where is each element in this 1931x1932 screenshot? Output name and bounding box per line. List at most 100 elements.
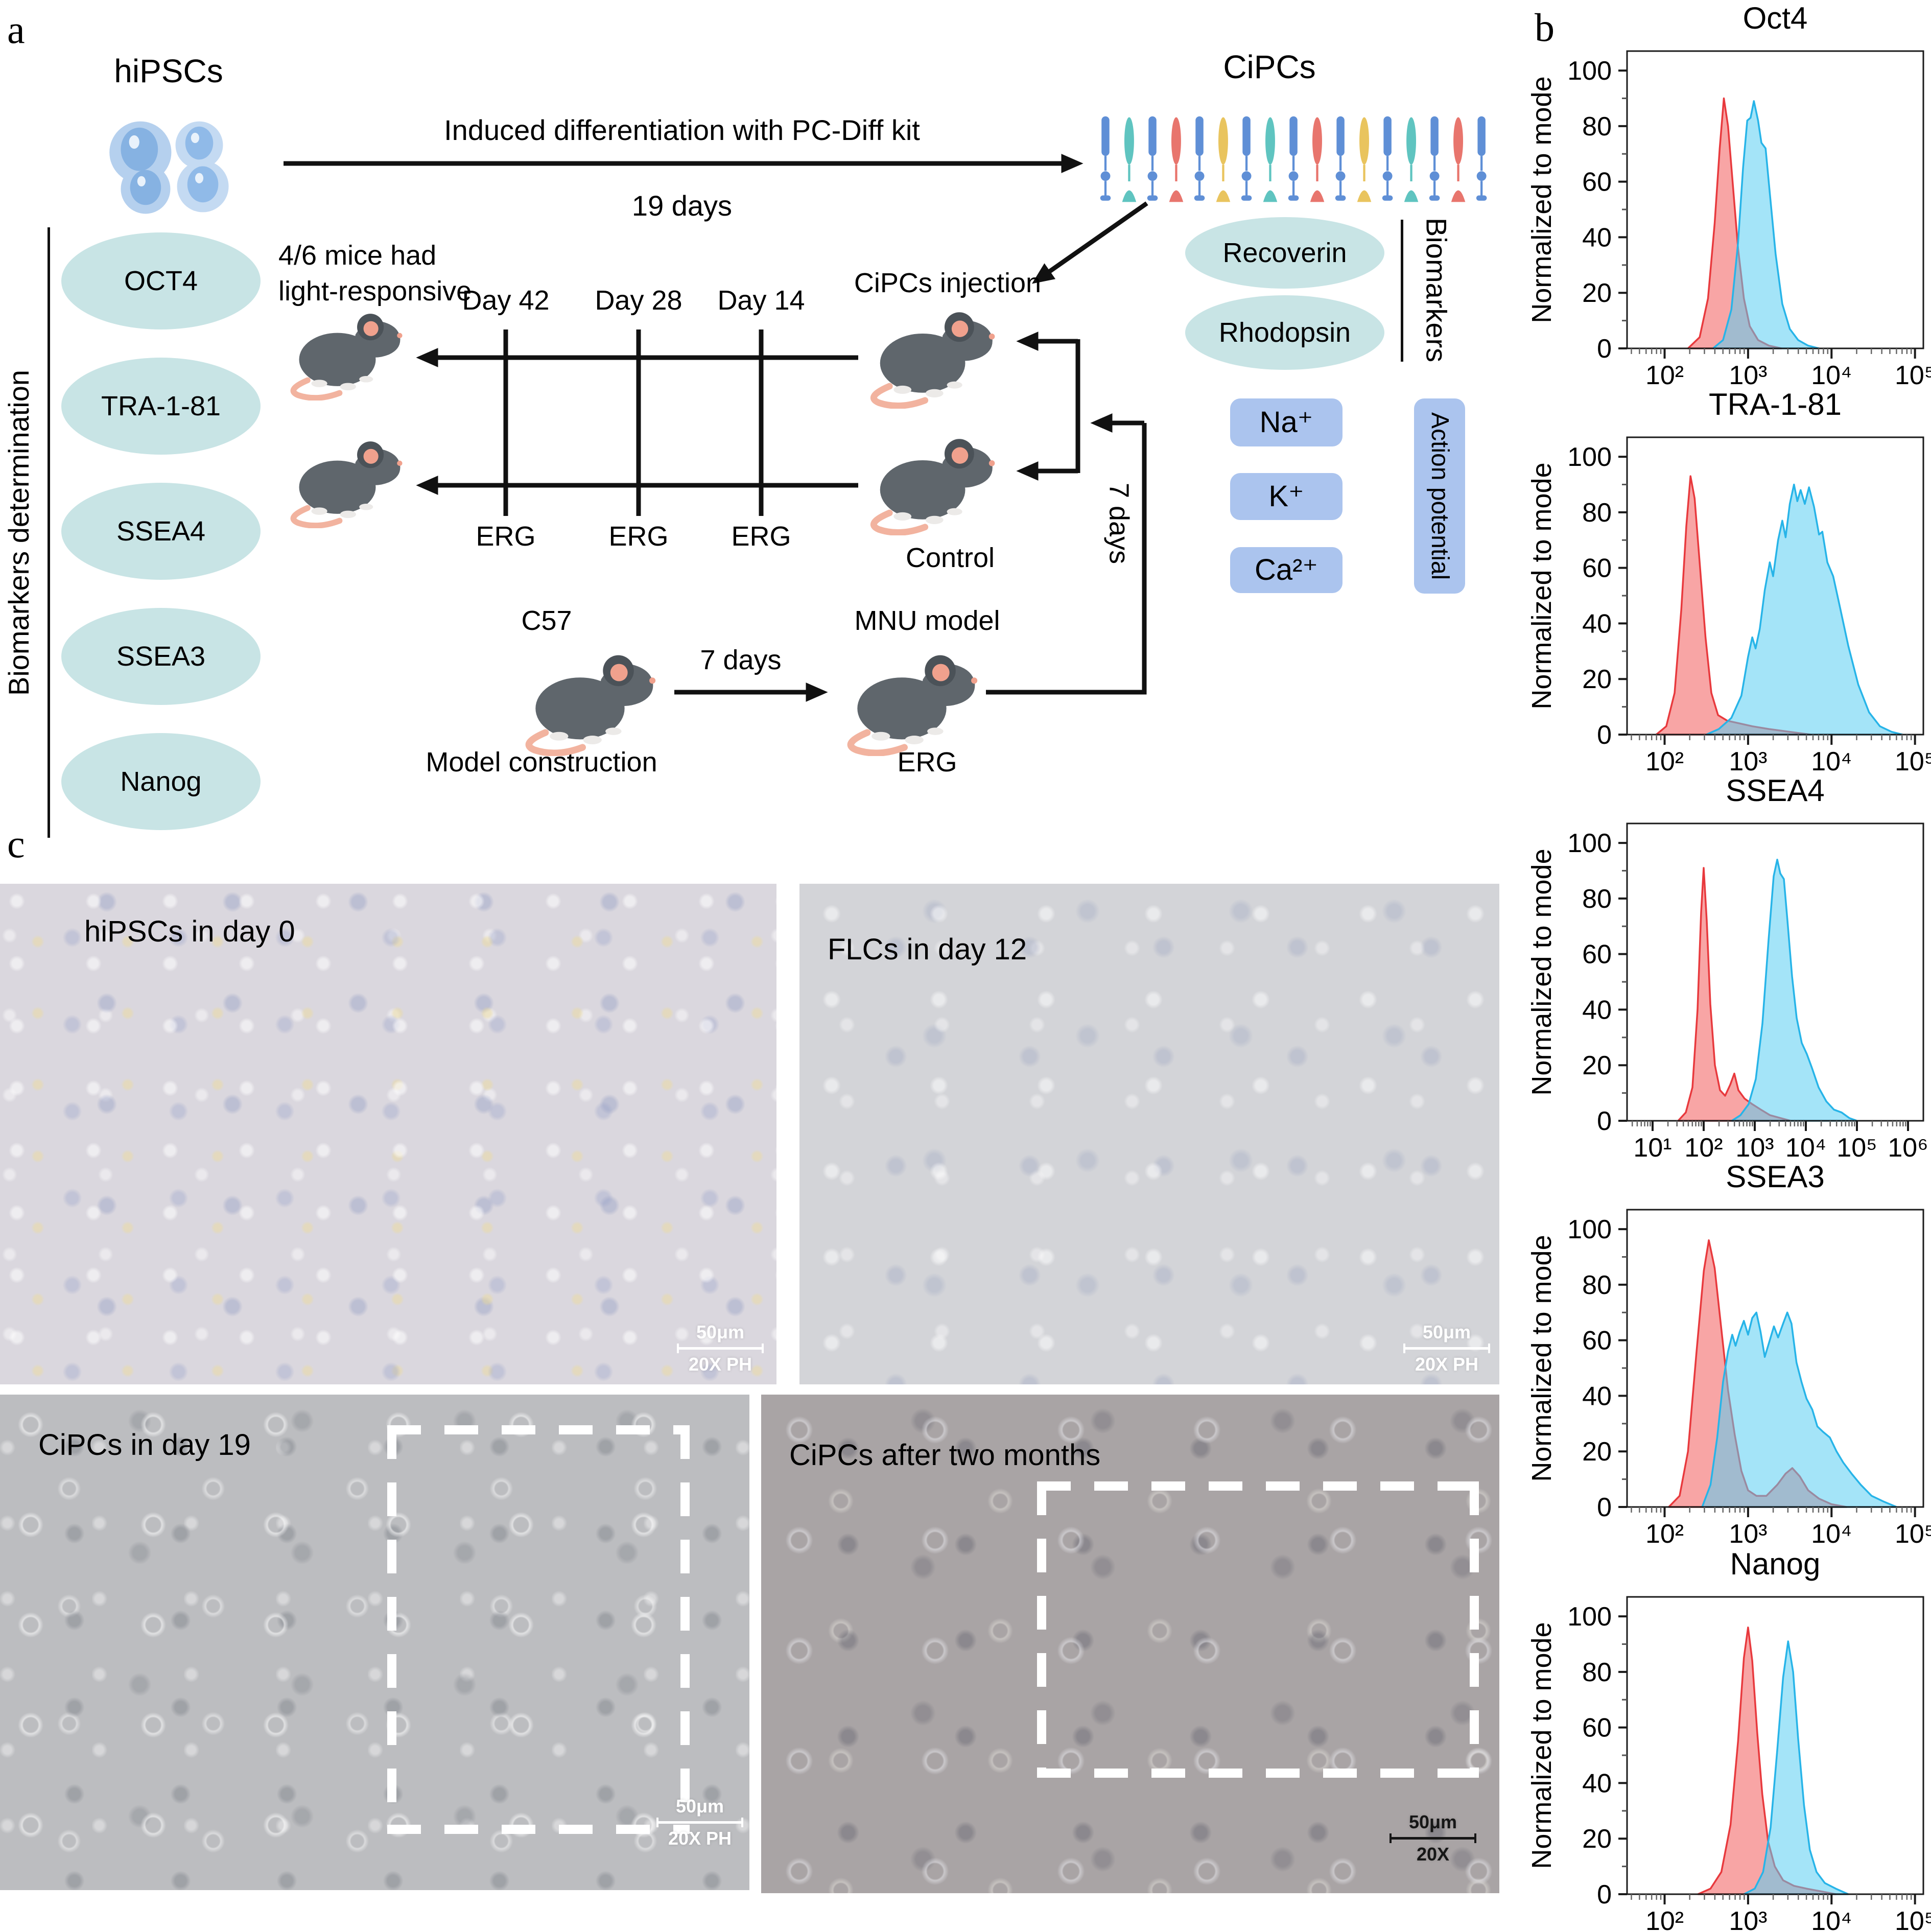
histogram-block-SSEA3: 0 20 40 60 80 100 10² 10³ 10⁴ 10⁵ SSEA3 Normalized …: [1526, 1159, 1931, 1549]
rect: [1195, 116, 1204, 156]
stem-marker-label: TRA-1-81: [101, 390, 221, 421]
panel-c-label: c: [7, 821, 25, 866]
scale-bar: 50μm 20X PH: [656, 1796, 743, 1849]
roi-edge: [1037, 1769, 1479, 1778]
scale-text: 50μm: [675, 1796, 724, 1817]
x-tick-label: 10⁵: [1895, 1906, 1931, 1932]
y-tick-label: 20: [1582, 1437, 1612, 1467]
x-tick-label: 10¹: [1633, 1133, 1671, 1159]
x-tick-label: 10²: [1645, 747, 1684, 772]
histogram-block-Oct4: 0 20 40 60 80 100 10² 10³ 10⁴ 10⁵ Oct4 Normalized t…: [1526, 0, 1931, 390]
dashed-roi-box: [387, 1425, 690, 1834]
histogram-TRA-1-81: 0 20 40 60 80 100 10² 10³ 10⁴ 10⁵ TRA-1-81 Normaliz…: [1526, 387, 1931, 776]
action-potential-label: Action potential: [1426, 412, 1453, 580]
cone-cell-icon: [1122, 117, 1137, 202]
circle: [1335, 171, 1346, 181]
rod-cell-icon: [1147, 116, 1158, 201]
micrograph-flcs-day12: FLCs in day 12 50μm 20X PH: [799, 884, 1499, 1384]
histogram-title: Nanog: [1730, 1547, 1821, 1581]
histogram-block-Nanog: 0 20 40 60 80 100 10² 10³ 10⁴ 10⁵ Nanog Normalized …: [1526, 1546, 1931, 1932]
x-tick-label: 10²: [1645, 1906, 1684, 1932]
panel-b-label: b: [1535, 5, 1555, 50]
rod-cell-icon: [1288, 116, 1299, 201]
scale-line: [677, 1344, 764, 1353]
stem-marker-oval-ssea4: SSEA4: [61, 483, 261, 580]
rect: [1289, 116, 1298, 156]
rod-cell-icon: [1100, 116, 1111, 201]
histogram-block-TRA-1-81: 0 20 40 60 80 100 10² 10³ 10⁴ 10⁵ TRA-1-81 Normaliz…: [1526, 386, 1931, 776]
y-axis-label: Normalized to mode: [1527, 462, 1557, 709]
roi-edge: [1037, 1481, 1046, 1778]
biomarkers-bracket-line: [1401, 220, 1403, 362]
flow-histograms: 0 20 40 60 80 100 10² 10³ 10⁴ 10⁵ Oct4 Normalized t…: [1526, 0, 1931, 1932]
ellipse: [1218, 117, 1228, 165]
rect: [1242, 116, 1251, 156]
y-tick-label: 100: [1567, 1602, 1612, 1632]
path: [1169, 190, 1184, 202]
y-tick-label: 80: [1582, 112, 1612, 142]
timeline-day-label-3: Day 14: [717, 285, 805, 316]
circle: [1429, 171, 1440, 181]
plot-frame-top: [1626, 1596, 1924, 1895]
x-tick-label: 10⁴: [1785, 1133, 1826, 1159]
biomarkers-bracket-label: Biomarkers: [1420, 218, 1453, 363]
cipcs-injection-label: CiPCs injection: [854, 268, 1042, 298]
cone-cell-icon: [1310, 117, 1325, 202]
histogram-block-SSEA4: 0 20 40 60 80 100 10¹ 10² 10³ 10⁴ 10⁵ 10⁶ SSEA4 Norma…: [1526, 772, 1931, 1163]
y-tick-label: 40: [1582, 609, 1612, 639]
x-tick-label: 10⁴: [1811, 747, 1852, 772]
rhodopsin-oval: Rhodopsin: [1185, 295, 1384, 370]
histogram-Nanog: 0 20 40 60 80 100 10² 10³ 10⁴ 10⁵ Nanog Normalized …: [1526, 1547, 1931, 1932]
y-tick-label: 20: [1582, 1051, 1612, 1080]
cone-cell-icon: [1357, 117, 1372, 202]
x-tick-label: 10⁴: [1811, 1519, 1852, 1545]
circle: [1241, 171, 1252, 181]
scale-line: [656, 1818, 743, 1827]
ellipse: [1312, 117, 1322, 165]
y-tick-label: 80: [1582, 1658, 1612, 1687]
histogram-SSEA4: 0 20 40 60 80 100 10¹ 10² 10³ 10⁴ 10⁵ 10⁶ SSEA4 Norma…: [1526, 773, 1928, 1163]
rect: [1288, 195, 1299, 201]
y-tick-label: 0: [1597, 334, 1612, 364]
x-tick-label: 10³: [1735, 1133, 1774, 1159]
erg-label: ERG: [897, 747, 957, 777]
y-tick-label: 0: [1597, 1106, 1612, 1136]
path: [1122, 190, 1137, 202]
ellipse: [1359, 117, 1369, 165]
x-tick-label: 10²: [1684, 1133, 1723, 1159]
ellipse: [1406, 117, 1417, 165]
control-label: Control: [905, 543, 995, 573]
cone-cell-icon: [1216, 117, 1231, 202]
x-tick-label: 10³: [1729, 1906, 1767, 1932]
rect: [1100, 195, 1111, 201]
mouse-icon-cipcs-injection: [858, 296, 1001, 409]
y-tick-label: 0: [1597, 720, 1612, 750]
stem-marker-label: OCT4: [124, 265, 198, 296]
y-tick-label: 40: [1582, 995, 1612, 1025]
rect: [1336, 116, 1345, 156]
ion-label: Ca²⁺: [1254, 553, 1318, 586]
rod-cell-icon: [1429, 116, 1440, 201]
rect: [1476, 195, 1487, 201]
scale-text: 50μm: [1422, 1322, 1471, 1342]
rod-cell-icon: [1241, 116, 1252, 201]
rect: [1430, 116, 1439, 156]
magnification-label: 20X PH: [1415, 1354, 1479, 1375]
rect: [1101, 116, 1110, 156]
stem-marker-oval-nanog: Nanog: [61, 733, 261, 830]
stem-marker-label: SSEA4: [116, 515, 206, 547]
mouse-icon-left-top: [280, 299, 408, 400]
series-TRA-1-81: [1705, 483, 1903, 736]
rhodopsin-label: Rhodopsin: [1218, 317, 1351, 348]
y-axis-label: Normalized to mode: [1527, 849, 1557, 1095]
x-tick-label: 10³: [1729, 361, 1767, 386]
mouse-icon-left-bottom: [280, 427, 408, 528]
cone-cell-icon: [1404, 117, 1419, 202]
y-tick-label: 40: [1582, 223, 1612, 252]
ellipse: [1124, 117, 1134, 165]
series-SSEA4: [1731, 858, 1858, 1122]
cone-cell-icon: [1451, 117, 1466, 202]
x-tick-label: 10⁵: [1836, 1133, 1877, 1159]
mnu-model-label: MNU model: [854, 605, 1000, 636]
rod-cell-icon: [1335, 116, 1346, 201]
